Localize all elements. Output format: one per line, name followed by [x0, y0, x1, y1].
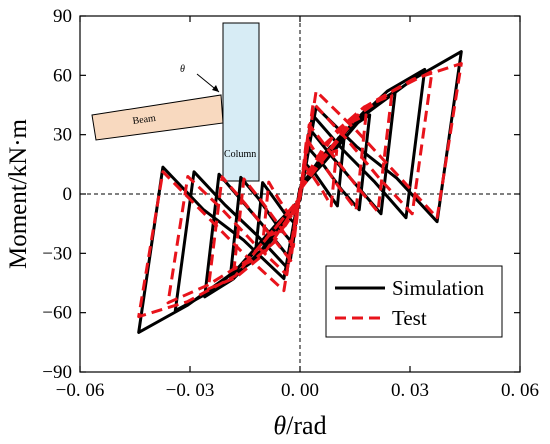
- legend-label-test: Test: [392, 306, 427, 330]
- inset-angle-label: θ: [180, 64, 185, 75]
- inset-column-label: Column: [224, 149, 256, 160]
- y-tick-label: 30: [53, 125, 72, 146]
- x-tick-label: 0. 03: [391, 380, 429, 401]
- y-tick-label: −90: [42, 362, 72, 383]
- angle-arrowhead: [212, 85, 219, 92]
- y-tick-label: −30: [42, 243, 72, 264]
- legend-label-simulation: Simulation: [392, 276, 485, 300]
- inset-beam-label: Beam: [132, 113, 157, 127]
- y-axis-title: Moment/kN·m: [5, 118, 32, 269]
- y-tick-label: 90: [53, 6, 72, 27]
- x-tick-label: 0. 00: [281, 380, 319, 401]
- x-tick-label: 0. 06: [501, 380, 539, 401]
- y-tick-label: 60: [53, 65, 72, 86]
- y-tick-label: 0: [63, 184, 73, 205]
- loop-test-5: [137, 62, 463, 319]
- beam-rect: [91, 94, 224, 141]
- series-layer: [137, 50, 463, 334]
- tick-labels: −0. 06 −0. 03 0. 00 0. 03 0. 06 −90 −60 −30 0 30 6…: [42, 6, 539, 401]
- legend-box: [325, 265, 503, 338]
- legend: Simulation Test: [325, 265, 503, 338]
- x-axis-title: θ/rad: [273, 411, 326, 440]
- connection-inset: θ Beam Column: [91, 22, 260, 182]
- column-rect: [222, 22, 260, 182]
- x-tick-label: −0. 06: [56, 380, 105, 401]
- x-axis-unit: /rad: [286, 411, 326, 440]
- x-axis-symbol: θ: [273, 411, 286, 440]
- x-tick-label: −0. 03: [166, 380, 215, 401]
- y-tick-label: −60: [42, 303, 72, 324]
- axis-ticks: [79, 15, 521, 373]
